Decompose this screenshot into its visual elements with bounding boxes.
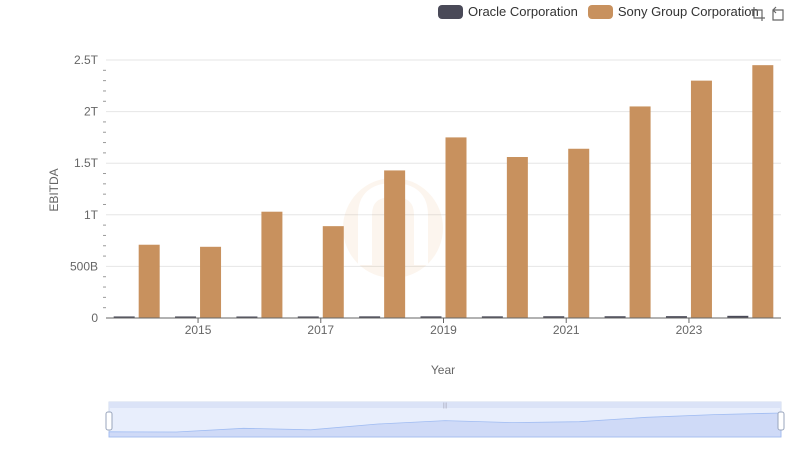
y-tick-label: 2.5T (74, 53, 99, 67)
bar-oracle-2024[interactable] (727, 315, 749, 318)
y-tick-labels: 0 500B 1T 1.5T 2T 2.5T (70, 53, 99, 325)
bar-oracle-2015[interactable] (175, 316, 197, 318)
legend: Oracle Corporation Sony Group Corporatio… (438, 4, 769, 19)
bar-oracle-2016[interactable] (236, 316, 258, 319)
bars (113, 65, 774, 319)
x-tick-label: 2015 (185, 323, 212, 337)
y-tick-label: 1T (84, 208, 99, 222)
legend-swatch-sony (587, 4, 613, 19)
axes (106, 317, 781, 323)
zoom-handle-right[interactable] (777, 411, 785, 431)
bar-oracle-2019[interactable] (420, 316, 442, 318)
bar-sony-2016[interactable] (261, 211, 283, 318)
data-zoom-icon[interactable] (750, 6, 766, 22)
toolbox (746, 6, 786, 22)
restore-icon[interactable] (770, 6, 786, 22)
data-zoom-slider[interactable]: ||| (105, 401, 785, 438)
bar-sony-2019[interactable] (445, 137, 467, 318)
zoom-preview-area (108, 412, 782, 438)
bar-sony-2023[interactable] (690, 80, 712, 318)
zoom-drag-grip[interactable]: ||| (443, 403, 448, 409)
bar-sony-2021[interactable] (568, 148, 590, 318)
y-tick-label: 0 (91, 311, 98, 325)
bar-sony-2020[interactable] (506, 157, 528, 318)
bar-sony-2024[interactable] (752, 65, 774, 318)
bar-sony-2017[interactable] (322, 226, 344, 318)
bar-oracle-2014[interactable] (113, 316, 135, 318)
bar-oracle-2021[interactable] (543, 316, 565, 318)
x-tick-labels: 2015 2017 2019 2021 2023 (185, 323, 703, 337)
bar-sony-2014[interactable] (138, 244, 160, 318)
legend-label-oracle: Oracle Corporation (468, 4, 578, 19)
x-tick-label: 2021 (553, 323, 580, 337)
bar-oracle-2017[interactable] (297, 316, 319, 318)
x-axis-label: Year (431, 363, 455, 377)
legend-swatch-oracle (438, 4, 463, 19)
bar-oracle-2018[interactable] (359, 316, 381, 318)
y-tick-label: 500B (70, 259, 98, 273)
y-axis-label: EBITDA (47, 168, 61, 211)
bar-sony-2015[interactable] (200, 246, 222, 318)
legend-label-sony: Sony Group Corporation (617, 4, 759, 19)
y-tick-label: 1.5T (74, 156, 99, 170)
bar-oracle-2020[interactable] (481, 316, 503, 318)
bar-sony-2022[interactable] (629, 106, 651, 318)
bar-sony-2018[interactable] (384, 170, 406, 318)
y-tick-label: 2T (84, 105, 99, 119)
legend-item-sony[interactable]: Sony Group Corporation (587, 4, 759, 19)
x-tick-label: 2023 (676, 323, 703, 337)
zoom-handle-left[interactable] (105, 411, 113, 431)
bar-oracle-2022[interactable] (604, 316, 626, 318)
legend-item-oracle[interactable]: Oracle Corporation (438, 4, 578, 19)
x-tick-label: 2017 (307, 323, 334, 337)
x-tick-label: 2019 (430, 323, 457, 337)
bar-oracle-2023[interactable] (665, 316, 687, 318)
